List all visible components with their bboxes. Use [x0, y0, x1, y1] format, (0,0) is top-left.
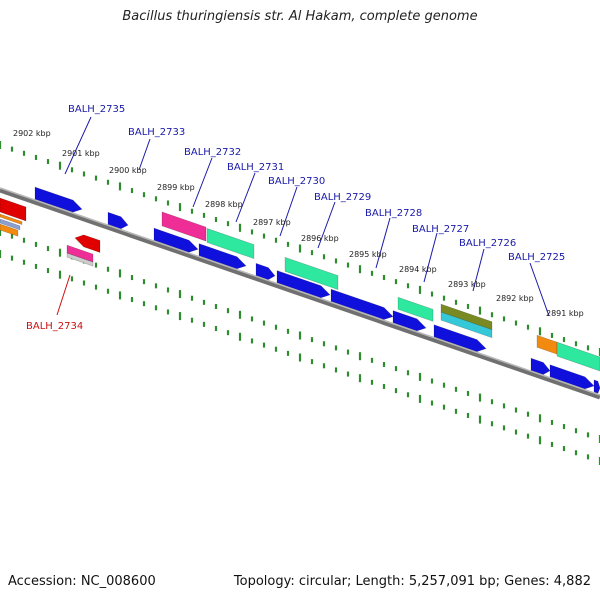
label-connector [192, 157, 213, 208]
feature-blue-grey [0, 218, 21, 231]
label-connector [375, 217, 391, 269]
forward-cds [330, 288, 394, 320]
label-connectors [56, 116, 550, 317]
gene-label: BALH_2730 [268, 176, 325, 187]
kbp-label: 2902 kbp [13, 129, 51, 138]
kbp-label: 2896 kbp [301, 234, 339, 243]
feature-aqua [206, 227, 255, 260]
label-connector [529, 262, 550, 317]
genome-summary-text: Topology: circular; Length: 5,257,091 bp… [233, 574, 591, 589]
kbp-label: 2901 kbp [62, 149, 100, 158]
kbp-label: 2898 kbp [205, 200, 243, 209]
gene-label: BALH_2735 [68, 104, 125, 115]
forward-cds [255, 262, 276, 280]
tick-marks [0, 141, 600, 465]
kbp-label: 2894 kbp [399, 265, 437, 274]
label-connector [56, 274, 71, 316]
forward-cds [530, 357, 551, 375]
forward-cds [392, 310, 427, 332]
forward-cds [153, 227, 199, 253]
reverse-cds [0, 197, 27, 222]
genome-backbone [0, 187, 600, 400]
gene-labels: BALH_2735 BALH_2733 BALH_2732 BALH_2731 BALH… [26, 104, 565, 332]
gene-label: BALH_2731 [227, 162, 284, 173]
label-connector [235, 172, 256, 223]
map-title: Bacillus thuringiensis str. Al Hakam, co… [122, 9, 478, 24]
kbp-label: 2895 kbp [349, 250, 387, 259]
feature-pink [161, 211, 207, 242]
kbp-label: 2891 kbp [546, 309, 584, 318]
gene-label: BALH_2727 [412, 224, 469, 235]
kbp-label: 2892 kbp [496, 294, 534, 303]
kbp-label: 2900 kbp [109, 166, 147, 175]
gene-label: BALH_2733 [128, 127, 185, 138]
forward-cds [34, 186, 83, 213]
feature-orange [536, 334, 558, 355]
label-connector [317, 201, 336, 249]
forward-cds [433, 324, 487, 352]
feature-orange [0, 223, 19, 237]
kbp-label: 2893 kbp [448, 280, 486, 289]
backbone-highlight [0, 187, 600, 396]
reverse-cds [74, 234, 101, 253]
feature-orange [0, 213, 23, 226]
feature-aqua [284, 256, 339, 291]
label-connector [472, 248, 485, 292]
accession-text: Accession: NC_008600 [8, 574, 156, 589]
gene-label: BALH_2732 [184, 147, 241, 158]
kbp-label: 2899 kbp [157, 183, 195, 192]
forward-cds [198, 243, 247, 270]
gene-label: BALH_2725 [508, 252, 565, 263]
label-connector [64, 116, 92, 175]
label-connector [138, 138, 151, 171]
label-connector [279, 186, 298, 237]
feature-aqua [556, 341, 600, 372]
kbp-labels: 2902 kbp 2901 kbp 2900 kbp 2899 kbp 2898 kbp… [13, 129, 584, 318]
feature-aqua [397, 296, 434, 322]
kbp-label: 2897 kbp [253, 218, 291, 227]
gene-label: BALH_2726 [459, 238, 516, 249]
feature-cyan [440, 311, 493, 339]
gene-label: BALH_2728 [365, 208, 422, 219]
forward-cds [549, 364, 595, 390]
feature-grey [66, 252, 94, 267]
forward-cds [593, 379, 600, 394]
gene-label: BALH_2734 [26, 321, 83, 332]
forward-cds [276, 270, 331, 299]
backbone-line [0, 187, 600, 400]
forward-cds [107, 211, 129, 230]
gene-features [0, 186, 600, 394]
gene-label: BALH_2729 [314, 192, 371, 203]
label-connector [423, 232, 438, 283]
